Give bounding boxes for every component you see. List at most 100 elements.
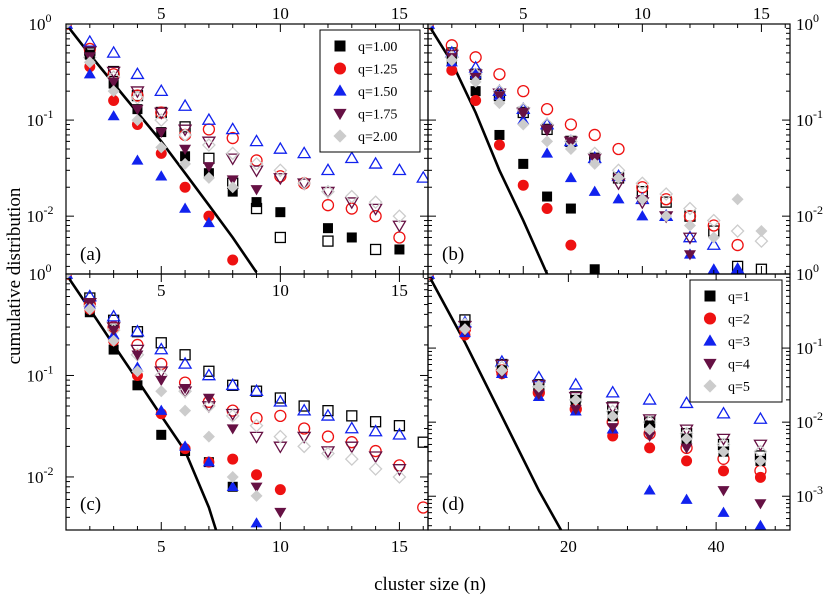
- panel-c-q4-filled-point: [131, 350, 144, 361]
- panel-b-label: (b): [442, 244, 464, 265]
- panel-a-q4-filled-point: [155, 127, 168, 139]
- panel-d-series-q5-filled: [428, 274, 767, 467]
- panel-b-q2-open-point: [707, 219, 720, 232]
- panel-c-q1-open-point: [155, 337, 167, 349]
- panel-a-plot-area: [66, 24, 428, 274]
- panel-c-q5-open-point: [321, 446, 335, 461]
- panel-c-q3-open-point: [249, 383, 264, 397]
- panel-c-series-q3-open: [66, 274, 407, 440]
- panel-a-q3-open-point: [225, 122, 240, 135]
- panel-a-reference-line: [66, 24, 258, 274]
- panel-a-y-tick-label: 10-2: [27, 203, 54, 226]
- panel-c-series-q4-open: [66, 274, 407, 477]
- panel-c-q4-open-point: [344, 441, 359, 454]
- panel-b-y-tick-label-right: 10-1: [796, 107, 823, 130]
- panel-b-q1-filled-point: [542, 191, 553, 202]
- panel-d-q5-filled-point: [754, 454, 767, 467]
- panel-c-q5-filled-point: [179, 404, 192, 417]
- panel-b-x-tick-label-top: 5: [519, 4, 528, 23]
- panel-d-q3-filled-point: [754, 519, 767, 530]
- panel-c-q3-filled-point: [250, 517, 263, 528]
- panel-c-q1-open-point: [298, 400, 310, 412]
- panel-b-frame: [427, 23, 791, 275]
- panel-a-q4-filled-point: [226, 175, 239, 186]
- panel-d-legend-label-q3: q=3: [728, 335, 750, 350]
- panel-a-legend-label-q2: q=1.25: [358, 63, 397, 78]
- panel-c-q2-open-point: [298, 422, 311, 435]
- panel-a-q1-open-point: [369, 243, 382, 256]
- panel-c-q5-open-point: [344, 452, 359, 466]
- panel-c-q2-open-point: [274, 409, 287, 423]
- panel-b-q5-filled-point: [445, 54, 458, 67]
- panel-a-q5-open-point: [344, 189, 359, 204]
- panel-c-y-tick-exponent: -1: [44, 362, 54, 376]
- panel-d-q4-filled-point: [717, 486, 730, 497]
- panel-d-legend-marker-q1: [704, 290, 716, 302]
- panel-c-q1-open-point: [274, 392, 286, 404]
- panel-c-y-tick-label: 10-2: [27, 464, 54, 487]
- panel-b-y-tick-exponent-right: -1: [813, 107, 823, 121]
- panel-c-q2-filled-point: [274, 484, 286, 496]
- panel-d-legend-marker-q4: [703, 358, 717, 371]
- panel-a-q2-open-point: [250, 154, 263, 167]
- panel-a-q4-open-point: [320, 186, 336, 199]
- panel-c-q3-open-point: [154, 342, 169, 355]
- panel-a-q3-open-point: [177, 98, 193, 111]
- panel-a-q1-filled-point: [346, 232, 357, 243]
- panel-a-q4-open-point: [154, 107, 169, 120]
- panel-c-q3-filled-point: [155, 404, 168, 415]
- panel-a-q4-filled-point: [202, 162, 215, 173]
- panel-c-q5-open-point: [368, 461, 383, 476]
- panel-a-q5-open-point: [321, 184, 335, 199]
- panel-a-legend-marker-q4: [333, 108, 347, 121]
- panel-a: 5 10 155 10 1510010-110-2(a)q=1.00q=1.25q=1.…: [27, 4, 429, 300]
- panel-c-y-tick-exponent: -2: [44, 464, 54, 478]
- panel-b-q1-filled-point: [565, 203, 576, 214]
- panel-b-q2-open-point: [517, 85, 530, 98]
- panel-b-q5-filled-point: [588, 157, 601, 170]
- panel-a-q2-open-point: [202, 123, 216, 136]
- panel-b-plot-area: [428, 24, 769, 274]
- panel-d-q5-filled-point: [458, 323, 471, 336]
- panel-a-q5-open-point: [178, 128, 192, 142]
- panel-b-q5-filled-point: [707, 231, 720, 244]
- panel-a-q5-filled-point: [107, 85, 120, 98]
- panel-a-q2-open-point: [321, 199, 335, 212]
- panel-d-y-tick-exponent-right: 0: [813, 261, 819, 275]
- panel-b-q2-filled-point: [541, 203, 553, 215]
- panel-a-q2-filled-point: [155, 147, 167, 159]
- panel-a-q2-open-point: [226, 131, 239, 145]
- panel-a-x-tick-label: 10: [272, 281, 289, 300]
- panel-a-legend-marker-q5: [333, 129, 347, 143]
- panel-a-q3-filled-point: [179, 202, 192, 213]
- panel-d-q5-filled-point: [643, 423, 656, 436]
- x-axis-title: cluster size (n): [374, 574, 486, 595]
- panel-b-q5-open-point: [706, 213, 721, 228]
- panel-a-legend-marker-q3: [333, 84, 347, 96]
- panel-a-q1-filled-point: [394, 244, 405, 255]
- panel-d-y-tick-exponent-right: -1: [813, 335, 823, 349]
- panel-a-q5-open-point: [368, 195, 383, 210]
- panel-a-x-tick-label-top: 5: [157, 4, 166, 23]
- panel-c-y-tick-exponent: 0: [46, 261, 52, 275]
- panel-b-y-tick-exponent-right: 0: [813, 11, 819, 25]
- panel-c-q1-open-point: [417, 436, 428, 448]
- panel-a-q5-filled-point: [155, 141, 168, 154]
- panel-d-q3-filled-point: [643, 484, 656, 495]
- panel-d-q5-filled-point: [680, 432, 693, 445]
- panel-b-q2-open-point: [660, 193, 673, 206]
- panel-b-series-q2-filled: [428, 24, 577, 251]
- panel-a-q5-filled-point: [226, 181, 239, 194]
- panel-b-q2-filled-point: [493, 139, 505, 151]
- panel-a-q1-open-point: [274, 231, 286, 244]
- panel-a-q4-filled-point: [250, 185, 263, 196]
- panel-a-q2-open-point: [369, 210, 382, 223]
- panel-a-x-tick-label-top: 10: [272, 4, 289, 23]
- panel-a-q1-filled-point: [322, 223, 333, 234]
- panel-d-legend: q=1 q=2 q=3 q=4 q=5: [689, 279, 783, 403]
- panel-b-q3-filled-point: [636, 210, 649, 221]
- panel-c-q1-open-point: [346, 410, 358, 422]
- panel-b-q4-open-point: [682, 232, 698, 245]
- panel-b-q1-open-point: [755, 263, 768, 274]
- panel-c-q5-filled-point: [131, 365, 144, 378]
